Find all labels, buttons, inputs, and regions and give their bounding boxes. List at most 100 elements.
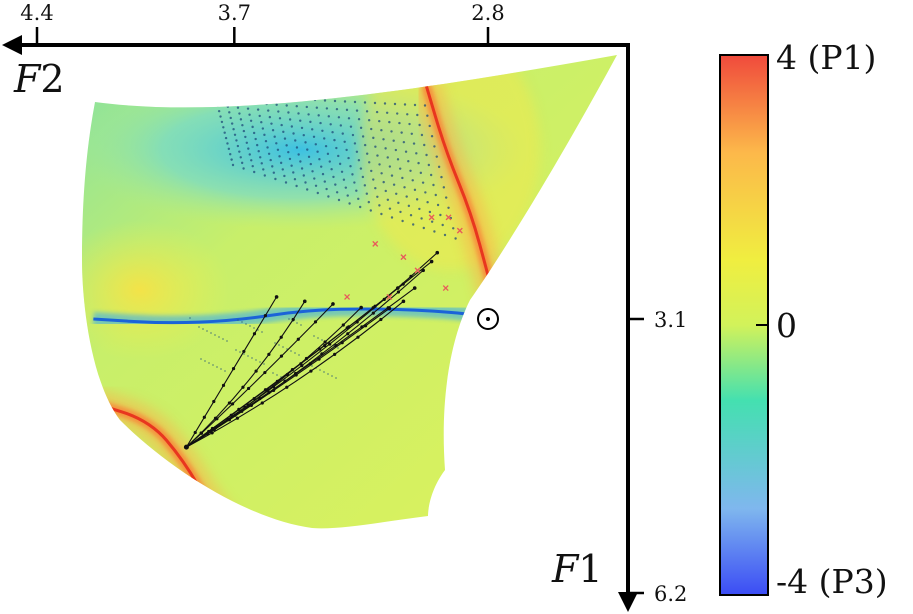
texture-dot: [403, 186, 406, 189]
texture-dot: [262, 168, 265, 171]
texture-dot: [243, 95, 247, 98]
texture-dot: [384, 147, 387, 150]
texture-dot: [282, 346, 284, 348]
trajectory-endpoint: [359, 305, 363, 310]
colorbar-tick-label: -4 (P3): [776, 562, 888, 601]
texture-dot: [428, 124, 431, 128]
texture-dot: [259, 361, 261, 363]
texture-dot: [257, 149, 260, 153]
texture-dot: [380, 172, 383, 175]
texture-dot: [278, 117, 282, 120]
texture-dot: [357, 118, 361, 121]
texture-dot: [259, 156, 262, 159]
texture-dot: [359, 167, 363, 170]
f2-axis-arrow: [2, 35, 22, 55]
texture-dot: [251, 357, 253, 359]
red-x-marker: [442, 285, 449, 292]
texture-dot: [347, 117, 351, 120]
trajectory-endpoint: [274, 295, 279, 299]
texture-dot: [342, 178, 346, 181]
texture-dot: [372, 136, 375, 140]
texture-dot: [265, 102, 268, 106]
texture-dot: [233, 94, 237, 98]
texture-dot: [432, 183, 435, 187]
trajectory-point: [252, 332, 257, 336]
texture-dot: [255, 102, 258, 105]
colorbar: 4 (P1) 0 -4 (P3): [719, 38, 888, 601]
colorbar-tick-label: 4 (P1): [776, 38, 876, 77]
texture-dot: [250, 159, 253, 162]
texture-dot: [374, 186, 377, 190]
texture-dot: [367, 118, 371, 122]
texture-dot: [319, 121, 322, 125]
red-x-marker: [386, 293, 393, 300]
trajectory-point: [285, 385, 289, 389]
trajectory-point: [275, 379, 279, 383]
texture-dot: [334, 183, 337, 186]
texture-dot: [189, 317, 191, 319]
texture-dot: [367, 200, 371, 204]
texture-dot: [420, 217, 423, 220]
texture-dot: [426, 200, 429, 204]
trajectory-endpoint: [401, 299, 406, 304]
texture-dot: [223, 94, 227, 97]
texture-dot: [216, 366, 218, 368]
texture-dot: [261, 331, 263, 333]
texture-dot: [242, 129, 246, 133]
trajectory-point: [212, 399, 216, 404]
texture-dot: [338, 162, 342, 166]
texture-dot: [251, 125, 254, 129]
texture-dot: [425, 153, 428, 157]
texture-dot: [295, 146, 299, 149]
texture-dot: [302, 174, 305, 177]
texture-dot: [238, 112, 241, 115]
texture-dot: [433, 230, 436, 233]
texture-dot: [396, 112, 399, 115]
texture-dot: [372, 178, 375, 181]
texture-dot: [376, 154, 379, 157]
texture-dot: [295, 184, 298, 188]
texture-dot: [353, 142, 357, 145]
texture-dot: [222, 126, 225, 129]
trajectory-point: [341, 323, 345, 327]
texture-dot: [239, 156, 242, 159]
texture-dot: [290, 164, 293, 167]
x-tick-label: 4.4: [20, 1, 53, 25]
trajectory-point: [328, 342, 332, 346]
texture-dot: [285, 144, 288, 147]
texture-dot: [384, 189, 387, 193]
texture-dot: [398, 167, 402, 170]
texture-dot: [273, 96, 277, 100]
texture-dot: [345, 148, 348, 152]
texture-dot: [235, 139, 238, 142]
texture-dot: [340, 170, 344, 174]
texture-dot: [382, 138, 385, 141]
texture-dot: [378, 119, 381, 123]
texture-dot: [407, 160, 410, 163]
trajectory-endpoint: [302, 299, 307, 304]
texture-dot: [343, 140, 346, 143]
texture-dot: [271, 165, 274, 168]
texture-dot: [229, 116, 232, 120]
texture-dot: [324, 144, 328, 148]
texture-dot: [240, 161, 244, 165]
texture-dot: [331, 375, 333, 377]
texture-dot: [283, 97, 287, 100]
texture-dot: [285, 104, 288, 107]
y-tick-label: 3.1: [654, 308, 687, 332]
texture-dot: [261, 127, 265, 130]
trajectory-origin: [183, 444, 189, 450]
colorbar-tick-label: 0: [776, 306, 797, 345]
texture-dot: [392, 139, 395, 142]
texture-dot: [368, 161, 371, 164]
texture-dot: [355, 189, 358, 192]
texture-dot: [396, 158, 400, 161]
texture-dot: [229, 153, 232, 156]
texture-dot: [386, 156, 389, 159]
texture-dot: [217, 109, 221, 113]
texture-dot: [317, 114, 320, 117]
texture-dot: [327, 115, 330, 118]
trajectory-point: [379, 317, 383, 322]
texture-dot: [392, 183, 396, 186]
